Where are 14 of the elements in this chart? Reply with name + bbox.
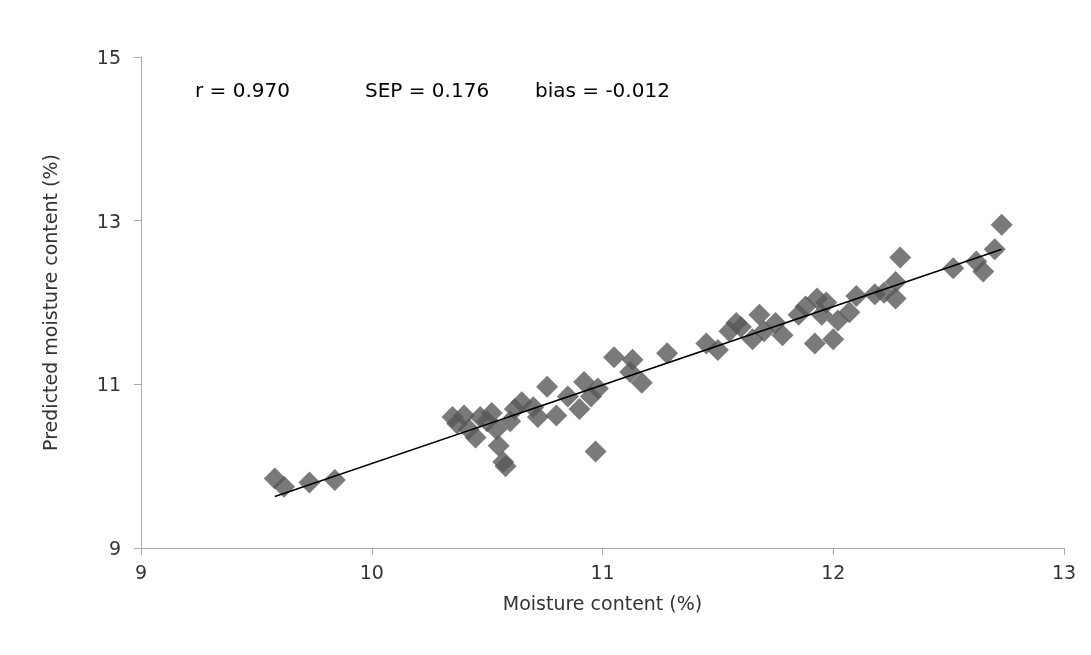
annotation: r = 0.970 xyxy=(195,78,290,102)
y-tick-label: 13 xyxy=(96,209,121,232)
x-tick-label: 10 xyxy=(359,560,384,583)
x-tick-label: 11 xyxy=(590,560,615,583)
x-tick-label: 12 xyxy=(821,560,846,583)
x-tick-label: 9 xyxy=(134,560,148,583)
annotation: SEP = 0.176 xyxy=(365,78,490,102)
y-tick-label: 11 xyxy=(96,373,121,396)
y-axis-title: Predicted moisture content (%) xyxy=(38,154,61,451)
y-tick-label: 9 xyxy=(108,537,121,559)
x-tick-label: 13 xyxy=(1051,560,1077,583)
x-axis-title: Moisture content (%) xyxy=(502,591,703,614)
annotation: bias = -0.012 xyxy=(535,78,670,102)
y-tick-label: 15 xyxy=(96,46,121,68)
